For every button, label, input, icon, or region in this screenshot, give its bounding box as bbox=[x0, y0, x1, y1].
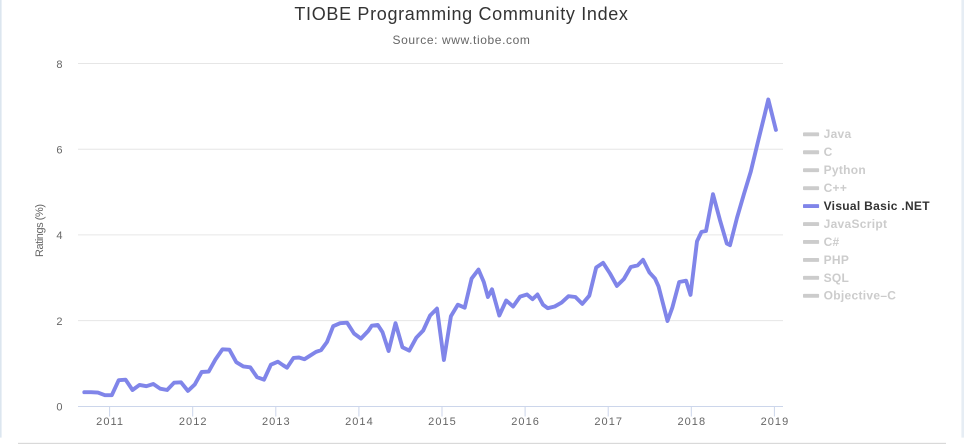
svg-text:JavaScript: JavaScript bbox=[824, 217, 888, 231]
svg-text:0: 0 bbox=[56, 402, 62, 414]
svg-text:2017: 2017 bbox=[594, 416, 623, 428]
svg-text:6: 6 bbox=[56, 145, 62, 157]
svg-text:PHP: PHP bbox=[824, 253, 850, 267]
svg-text:2013: 2013 bbox=[262, 416, 291, 428]
svg-text:Java: Java bbox=[824, 127, 852, 141]
svg-text:Python: Python bbox=[824, 163, 866, 177]
svg-text:C++: C++ bbox=[824, 181, 848, 195]
svg-text:Source: www.tiobe.com: Source: www.tiobe.com bbox=[393, 33, 531, 47]
svg-text:2014: 2014 bbox=[345, 416, 374, 428]
svg-text:Ratings (%): Ratings (%) bbox=[34, 204, 46, 257]
svg-text:2011: 2011 bbox=[96, 416, 124, 428]
svg-text:C#: C# bbox=[824, 235, 840, 249]
svg-text:C: C bbox=[824, 145, 833, 159]
svg-text:2012: 2012 bbox=[179, 416, 208, 428]
svg-text:SQL: SQL bbox=[824, 271, 850, 285]
svg-text:Visual Basic .NET: Visual Basic .NET bbox=[824, 199, 931, 213]
svg-text:2015: 2015 bbox=[428, 416, 457, 428]
svg-text:8: 8 bbox=[56, 59, 62, 71]
svg-text:4: 4 bbox=[56, 230, 62, 242]
svg-text:Objective–C: Objective–C bbox=[824, 289, 897, 303]
svg-text:2016: 2016 bbox=[511, 416, 540, 428]
svg-text:2018: 2018 bbox=[677, 416, 706, 428]
svg-text:2: 2 bbox=[56, 316, 62, 328]
svg-text:TIOBE Programming Community In: TIOBE Programming Community Index bbox=[294, 4, 628, 24]
svg-text:2019: 2019 bbox=[761, 416, 790, 428]
